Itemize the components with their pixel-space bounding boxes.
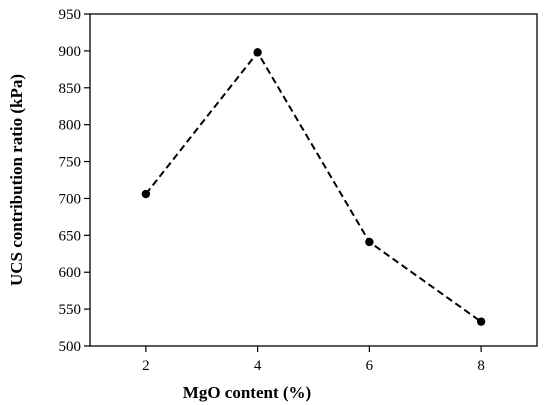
y-axis-title: UCS contribution ratio (kPa) <box>7 74 26 286</box>
y-tick-label: 900 <box>59 44 82 60</box>
x-tick-label: 6 <box>366 358 374 374</box>
y-tick-label: 700 <box>59 191 82 207</box>
x-tick-label: 2 <box>142 358 150 374</box>
y-tick-label: 950 <box>59 7 82 23</box>
data-point <box>253 48 262 57</box>
y-tick-label: 800 <box>59 118 82 134</box>
series-line <box>145 50 482 323</box>
y-tick-label: 600 <box>59 265 82 281</box>
plot-layer: 500 550 600 650 700 750 800 850 900 950 2 4 6 8 <box>59 7 538 374</box>
plot-frame <box>89 13 538 347</box>
data-point <box>141 189 151 199</box>
y-tick-label: 550 <box>59 302 82 318</box>
y-tick-label: 750 <box>59 155 82 171</box>
y-tick-label: 650 <box>59 228 82 244</box>
y-tick-label: 850 <box>59 81 82 97</box>
y-tick-label: 500 <box>59 339 82 355</box>
data-point <box>476 317 486 326</box>
data-point <box>365 237 374 247</box>
x-axis-title: MgO content (%) <box>183 383 311 402</box>
x-tick-label: 4 <box>254 358 262 374</box>
x-tick-label: 8 <box>477 358 485 374</box>
